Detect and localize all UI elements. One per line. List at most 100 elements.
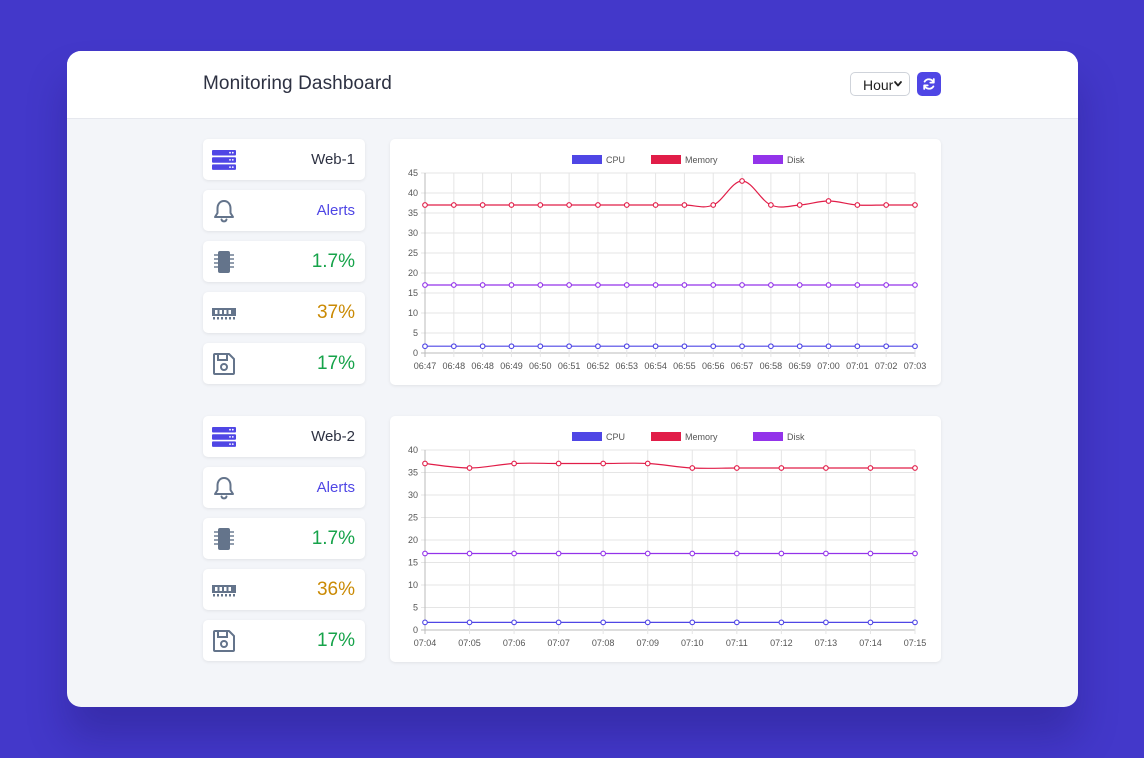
data-point-disk [912,282,918,288]
data-point-disk [595,282,601,288]
alerts-link[interactable]: Alerts [316,479,355,496]
y-tick-label: 15 [408,558,418,568]
alerts-link[interactable]: Alerts [316,202,355,219]
data-point-cpu [555,619,562,626]
alerts-card[interactable]: Alerts [203,467,365,508]
data-point-memory [466,465,473,471]
data-point-memory [823,465,829,471]
server-icon [212,427,236,447]
x-tick-label: 06:56 [702,361,725,371]
legend-label-memory: Memory [685,432,718,442]
legend-label-memory: Memory [685,155,718,165]
data-point-cpu [778,619,785,626]
memory-card: 36% [203,569,365,610]
x-tick-label: 06:52 [587,361,610,371]
y-tick-label: 20 [408,268,418,278]
legend-swatch-cpu [572,155,602,164]
cpu-chip-icon [214,251,234,273]
data-point-cpu [600,619,607,626]
data-point-disk [883,282,890,288]
data-point-memory [689,465,696,471]
data-point-memory [867,465,874,471]
x-tick-label: 07:14 [859,638,882,648]
data-point-disk [644,550,651,557]
data-point-disk [710,282,717,288]
legend-swatch-cpu [572,432,602,441]
data-point-memory [600,460,607,467]
series-line-memory [425,180,915,208]
data-point-cpu [733,619,740,626]
disk-save-icon [213,630,235,652]
bell-icon [214,477,234,500]
data-point-memory [710,202,717,208]
time-range-value: Hour [863,77,894,93]
y-tick-label: 35 [408,208,418,218]
legend-swatch-disk [753,155,783,164]
legend-label-disk: Disk [787,155,805,165]
memory-value: 37% [316,302,355,323]
data-point-disk [555,550,562,557]
data-point-cpu [854,343,861,350]
data-point-disk [854,282,861,288]
data-point-disk [537,282,544,288]
data-point-cpu [511,619,517,626]
y-tick-label: 5 [413,328,418,338]
x-tick-label: 06:48 [471,361,494,371]
x-tick-label: 06:59 [788,361,811,371]
server-name-card[interactable]: Web-1 [203,139,365,180]
data-point-cpu [883,343,890,350]
disk-value: 17% [316,630,355,651]
server-name: Web-1 [311,151,355,168]
data-point-memory [796,202,803,208]
y-tick-label: 40 [408,445,418,455]
cpu-chip-icon [214,528,234,550]
y-tick-label: 30 [408,228,418,238]
data-point-disk [652,282,659,288]
metrics-chart-web-2: CPU Memory Disk 0 5 10 15 20 25 30 35 40 07:04 07:05 0… [390,416,941,662]
y-tick-label: 5 [413,603,418,613]
x-tick-label: 06:48 [443,361,466,371]
data-point-memory [912,465,918,471]
y-tick-label: 0 [413,625,418,635]
data-point-disk [823,550,829,557]
time-range-select[interactable]: Hour [850,72,910,96]
data-point-cpu [623,343,630,350]
data-point-cpu [566,343,572,350]
data-point-disk [508,282,515,288]
page-title: Monitoring Dashboard [203,73,392,94]
cpu-value: 1.7% [311,251,355,272]
line-chart: CPU Memory Disk 0 5 10 15 20 25 30 35 40 45 06:47 06:4… [408,155,927,371]
data-point-memory [733,465,740,471]
x-tick-label: 07:09 [636,638,659,648]
data-point-cpu [644,619,651,626]
x-tick-label: 06:58 [760,361,783,371]
x-tick-label: 07:12 [770,638,793,648]
y-tick-label: 35 [408,468,418,478]
data-point-memory [422,460,428,467]
y-tick-label: 40 [408,188,418,198]
data-point-memory [479,202,486,208]
data-point-disk [479,282,486,288]
y-tick-label: 25 [408,248,418,258]
x-tick-label: 07:03 [904,361,927,371]
cpu-card: 1.7% [203,518,365,559]
x-tick-label: 06:51 [558,361,581,371]
x-tick-label: 07:02 [875,361,898,371]
data-point-memory [537,202,544,208]
legend-label-cpu: CPU [606,432,625,442]
data-point-cpu [912,343,918,350]
x-tick-label: 07:01 [846,361,869,371]
disk-value: 17% [316,353,355,374]
data-point-memory [739,178,745,184]
x-tick-label: 06:47 [414,361,437,371]
data-point-cpu [466,619,473,626]
data-point-disk [912,550,918,557]
server-name-card[interactable]: Web-2 [203,416,365,457]
header-bar: Monitoring Dashboard Hour [67,51,1078,119]
refresh-button[interactable] [917,72,941,96]
data-point-disk [511,550,517,557]
bell-icon [214,200,234,223]
data-point-memory [422,202,428,208]
data-point-disk [733,550,740,557]
alerts-card[interactable]: Alerts [203,190,365,231]
